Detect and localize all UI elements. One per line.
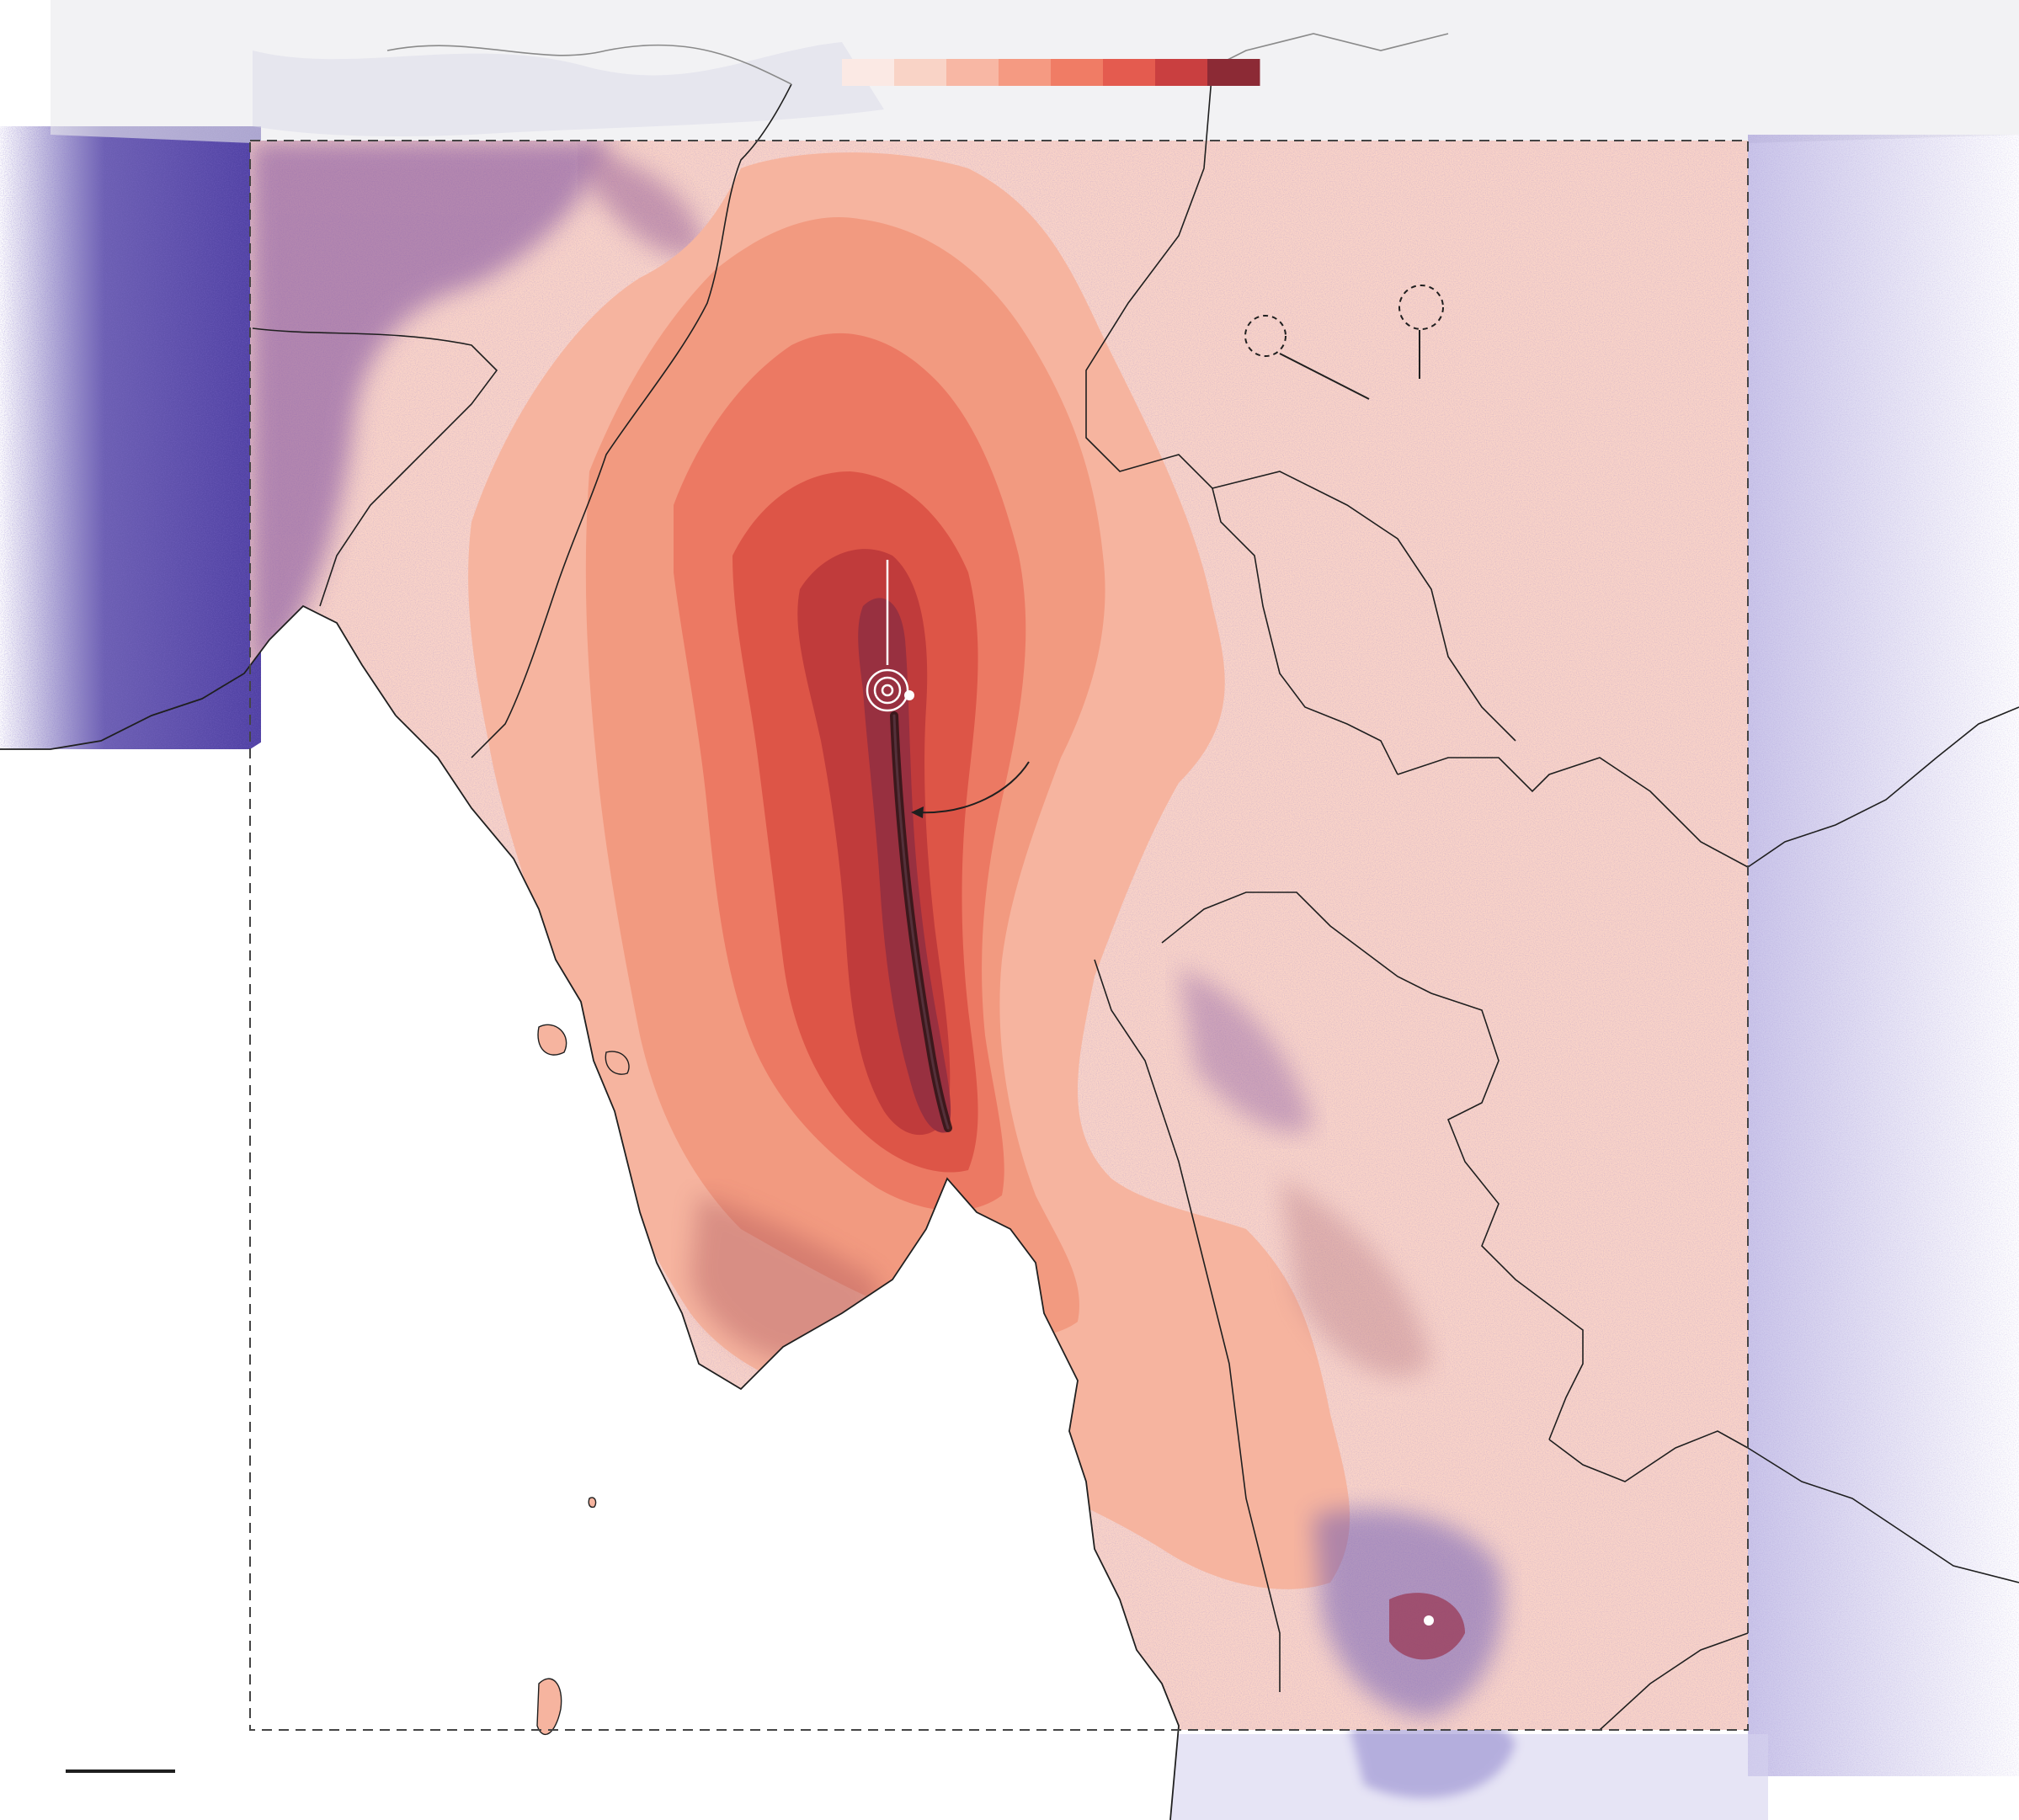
fault-rupture-core bbox=[892, 714, 950, 1130]
legend-color-ramp bbox=[842, 59, 1260, 86]
border-myanmar-china-laos bbox=[1397, 757, 1749, 868]
border-east-outside bbox=[1747, 706, 2019, 868]
city-marker-mandalay[interactable] bbox=[904, 690, 914, 700]
island-2 bbox=[605, 1051, 630, 1075]
border-thailand-west bbox=[1094, 959, 1281, 1692]
border-east-outside-2 bbox=[1747, 1447, 2019, 1583]
border-bangladesh bbox=[252, 327, 498, 607]
legend-swatch-1 bbox=[842, 59, 895, 86]
legend-swatch-3 bbox=[946, 59, 999, 86]
island-3 bbox=[536, 1678, 562, 1736]
sea-bay-of-bengal bbox=[0, 690, 1179, 1820]
population-shan bbox=[1179, 968, 1313, 1133]
population-chiangmai bbox=[1280, 1179, 1431, 1377]
legend-swatch-8 bbox=[1207, 59, 1260, 86]
border-laos-thailand bbox=[1548, 1430, 1749, 1482]
city-marker-bangkok[interactable] bbox=[1424, 1615, 1434, 1626]
population-texture-east bbox=[1748, 135, 2019, 1776]
border-cambodia bbox=[1599, 1632, 1749, 1731]
population-texture-west bbox=[0, 126, 261, 749]
border-bangladesh-india-myanmar bbox=[471, 83, 792, 758]
fault-rupture bbox=[890, 711, 952, 1132]
border-north-outside bbox=[386, 33, 1449, 85]
fault-arrow bbox=[917, 761, 1030, 814]
population-manipur bbox=[589, 143, 707, 256]
population-chittagong bbox=[250, 141, 606, 673]
border-myanmar-thailand bbox=[1161, 891, 1584, 1440]
legend-swatch-7 bbox=[1155, 59, 1208, 86]
legend-swatch-2 bbox=[894, 59, 947, 86]
epicenter-icon[interactable] bbox=[866, 668, 909, 712]
islands-layer bbox=[536, 1024, 630, 1736]
legend-swatch-6 bbox=[1103, 59, 1156, 86]
island-1 bbox=[537, 1024, 567, 1056]
study-area-frame bbox=[249, 140, 1749, 1731]
coastline-layer bbox=[0, 604, 1180, 1820]
dashed-circle-2 bbox=[1398, 285, 1444, 330]
city-marker-yangon[interactable] bbox=[911, 1280, 921, 1290]
fault-arrow-head bbox=[911, 806, 924, 818]
legend-swatch-5 bbox=[1051, 59, 1104, 86]
border-china-north bbox=[1212, 471, 1516, 742]
dashed-circle-1-leader bbox=[1279, 353, 1370, 400]
dashed-circle-1 bbox=[1244, 315, 1287, 357]
population-bangkok-core bbox=[1389, 1593, 1465, 1660]
legend-swatch-4 bbox=[999, 59, 1052, 86]
annotations bbox=[866, 285, 1444, 1626]
borders-layer bbox=[252, 33, 2019, 1731]
island-4 bbox=[588, 1497, 597, 1509]
coastline-myanmar bbox=[395, 715, 1180, 1820]
coastline-bangladesh bbox=[0, 604, 397, 750]
